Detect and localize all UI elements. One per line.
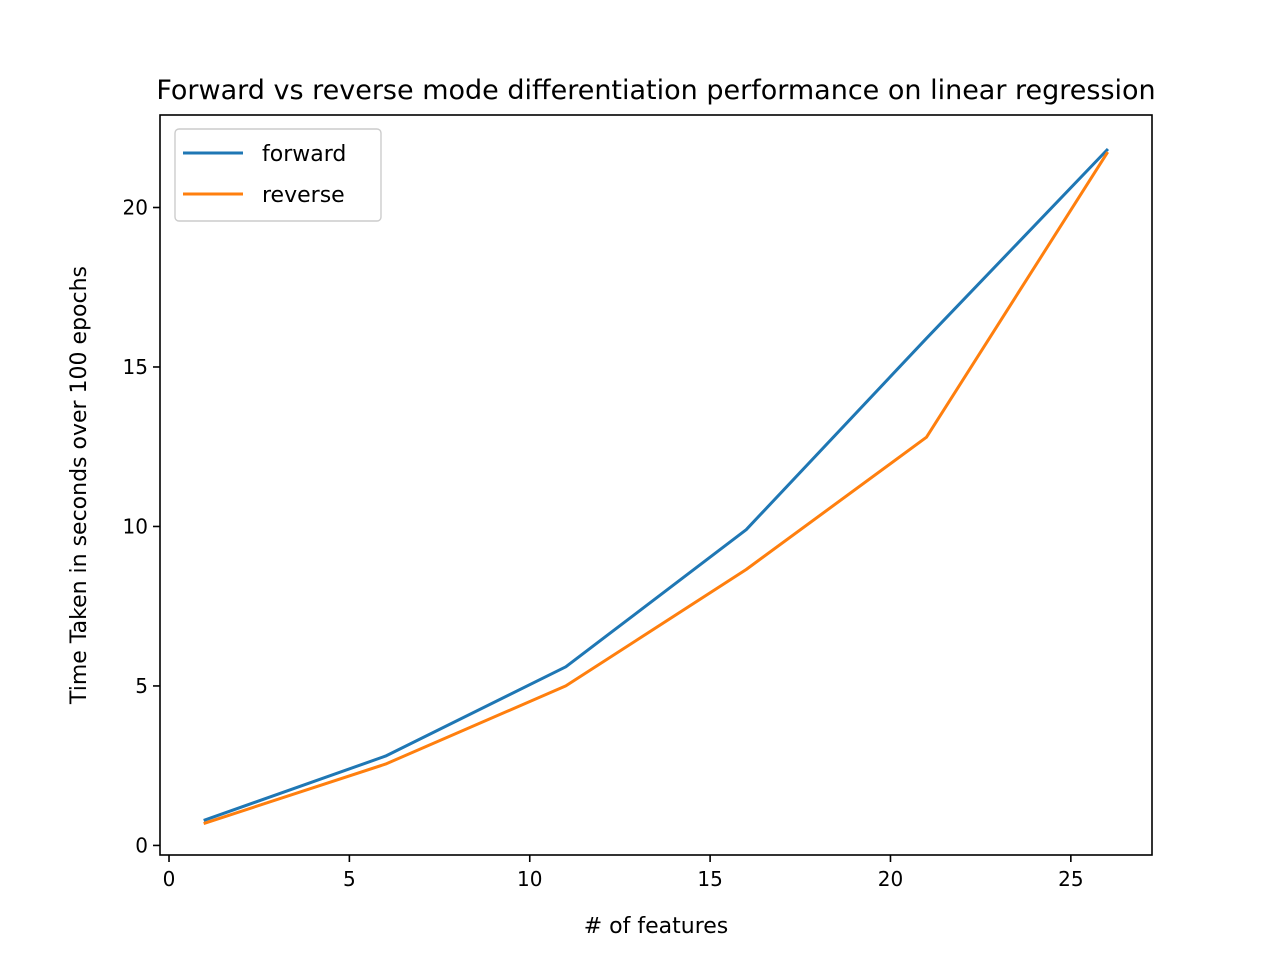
x-axis: 0 5 10 15 20 25 xyxy=(163,855,1084,891)
axes-frame xyxy=(159,114,1153,856)
legend: forward reverse xyxy=(174,128,382,222)
y-tick-label: 0 xyxy=(135,833,148,857)
x-axis-label: # of features xyxy=(584,914,729,939)
plot-area xyxy=(203,147,1110,825)
y-tick-label: 5 xyxy=(135,674,148,698)
series-line-forward xyxy=(203,147,1110,822)
x-tick-label: 5 xyxy=(343,867,356,891)
x-tick-label: 25 xyxy=(1058,867,1083,891)
y-tick-label: 10 xyxy=(123,514,148,538)
y-axis-label: Time Taken in seconds over 100 epochs xyxy=(67,266,92,705)
x-tick-label: 0 xyxy=(163,867,176,891)
chart-title: Forward vs reverse mode differentiation … xyxy=(156,75,1155,106)
x-tick-label: 10 xyxy=(517,867,542,891)
y-tick-label: 20 xyxy=(123,196,148,220)
series-line-reverse xyxy=(203,151,1109,825)
legend-label-forward: forward xyxy=(262,142,346,167)
x-tick-label: 20 xyxy=(878,867,903,891)
legend-label-reverse: reverse xyxy=(262,183,345,208)
y-tick-label: 15 xyxy=(123,355,148,379)
x-tick-label: 15 xyxy=(697,867,722,891)
y-axis: 0 5 10 15 20 xyxy=(123,196,160,857)
